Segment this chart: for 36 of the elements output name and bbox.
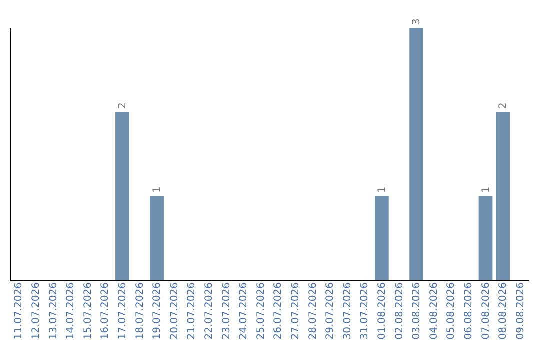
x-tick-label: 26.07.2026 — [273, 282, 284, 340]
x-tick-label: 05.08.2026 — [446, 282, 458, 340]
x-tick-label: 16.07.2026 — [100, 282, 112, 340]
x-tick-label: 11.07.2026 — [14, 282, 25, 340]
data-label: 1 — [376, 186, 388, 193]
x-tick-label: 31.07.2026 — [360, 282, 371, 340]
x-tick-label: 12.07.2026 — [30, 282, 42, 340]
x-tick-label: 14.07.2026 — [66, 282, 77, 340]
x-tick-label: 24.07.2026 — [238, 282, 250, 340]
x-tick-label: 19.07.2026 — [152, 282, 164, 340]
x-tick-label: 02.08.2026 — [394, 282, 406, 340]
x-tick-label: 18.07.2026 — [134, 282, 146, 340]
data-label: 3 — [412, 18, 423, 25]
x-tick-label: 01.08.2026 — [376, 282, 388, 340]
x-tick-label: 21.07.2026 — [186, 282, 198, 340]
x-tick-label: 27.07.2026 — [290, 282, 302, 340]
x-tick-label: 15.07.2026 — [82, 282, 94, 340]
x-tick-label: 22.07.2026 — [204, 282, 215, 340]
data-label: 1 — [480, 186, 492, 193]
x-tick-label: 03.08.2026 — [412, 282, 423, 340]
x-tick-label: 20.07.2026 — [169, 282, 180, 340]
x-tick-label: 04.08.2026 — [428, 282, 440, 340]
x-tick-label: 29.07.2026 — [325, 282, 336, 340]
x-tick-label: 09.08.2026 — [515, 282, 526, 340]
x-tick-label: 25.07.2026 — [256, 282, 267, 340]
x-tick-label: 07.08.2026 — [480, 282, 492, 340]
data-label: 2 — [498, 102, 510, 109]
x-tick-label: 23.07.2026 — [221, 282, 232, 340]
x-tick-label: 13.07.2026 — [48, 282, 60, 340]
x-tick-label: 06.08.2026 — [463, 282, 474, 340]
x-tick-label: 17.07.2026 — [117, 282, 128, 340]
x-tick-label: 30.07.2026 — [342, 282, 354, 340]
data-label: 1 — [152, 186, 164, 193]
x-tick-label: 08.08.2026 — [498, 282, 510, 340]
x-tick-label: 28.07.2026 — [308, 282, 319, 340]
data-label: 2 — [117, 102, 128, 109]
